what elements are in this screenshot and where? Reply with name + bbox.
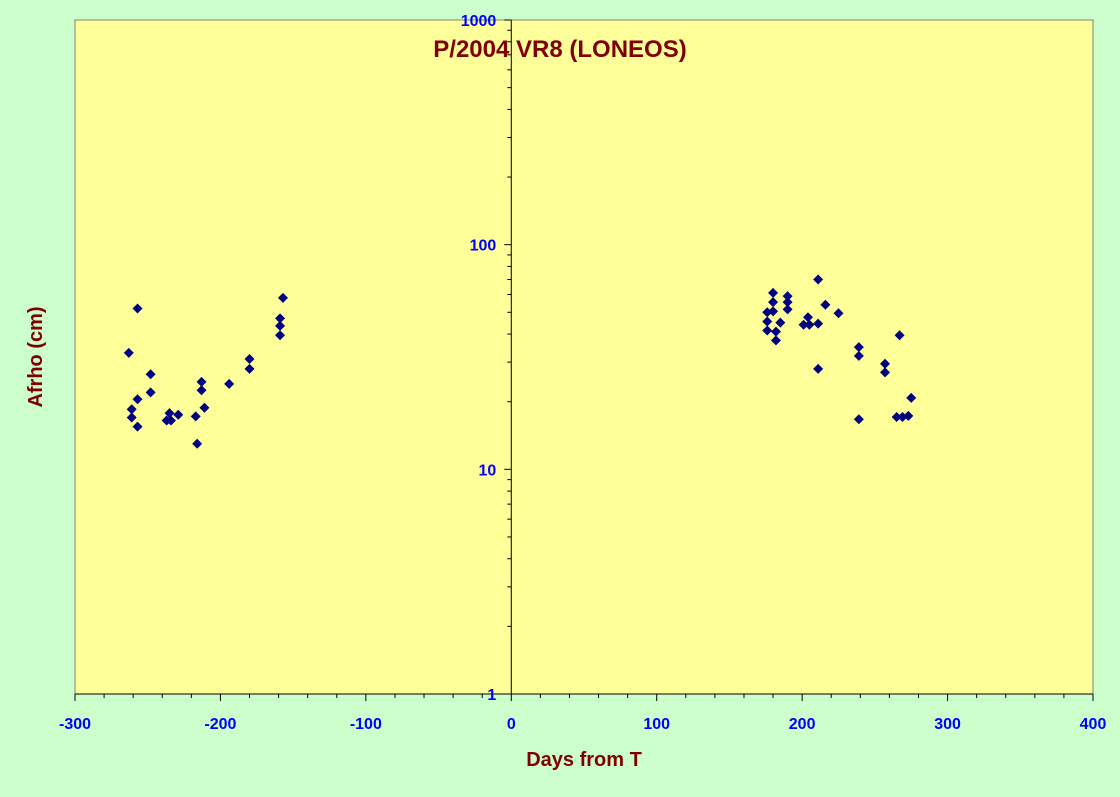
y-axis-label: Afrho (cm) xyxy=(25,306,47,407)
data-point xyxy=(802,312,813,323)
data-point xyxy=(798,319,809,330)
data-point xyxy=(190,411,201,422)
data-point xyxy=(173,409,184,420)
data-point xyxy=(813,318,824,329)
data-point xyxy=(891,411,902,422)
data-point xyxy=(853,342,864,353)
data-point xyxy=(768,306,779,317)
data-point xyxy=(132,303,143,314)
x-tick-label: 300 xyxy=(934,716,961,733)
x-tick-label: 100 xyxy=(643,716,670,733)
axes-layer xyxy=(75,20,1093,695)
y-tick-label: 1000 xyxy=(461,13,497,30)
x-tick-label: 0 xyxy=(507,716,516,733)
data-point xyxy=(244,353,255,364)
data-point xyxy=(145,369,156,380)
plot-area xyxy=(74,19,1094,695)
data-point xyxy=(762,325,773,336)
data-point xyxy=(244,363,255,374)
data-point xyxy=(196,385,207,396)
y-tick-label: 100 xyxy=(470,238,497,255)
data-point xyxy=(770,326,781,337)
data-point xyxy=(853,350,864,361)
data-point xyxy=(894,330,905,341)
data-point xyxy=(775,317,786,328)
data-point xyxy=(782,291,793,302)
data-point xyxy=(820,299,831,310)
data-point xyxy=(833,308,844,319)
data-point xyxy=(164,408,175,419)
x-tick-label: 200 xyxy=(789,716,816,733)
data-point xyxy=(903,410,914,421)
data-point xyxy=(165,415,176,426)
data-point xyxy=(199,402,210,413)
data-point xyxy=(275,330,286,341)
chart-title: P/2004 VR8 (LONEOS) xyxy=(433,36,686,63)
data-point xyxy=(126,404,137,415)
data-point xyxy=(275,313,286,324)
x-tick-label: -300 xyxy=(59,716,91,733)
data-point xyxy=(132,394,143,405)
y-tick-label: 10 xyxy=(478,462,496,479)
y-tick-label: 1 xyxy=(487,687,496,704)
data-point xyxy=(853,414,864,425)
data-point xyxy=(192,438,203,449)
ticks-layer: -300 -200 -100 0 100 200 300 400 1 10 100 1000 xyxy=(59,13,1106,733)
data-point xyxy=(880,358,891,369)
data-point xyxy=(145,387,156,398)
points-layer xyxy=(123,274,917,449)
data-point xyxy=(804,319,815,330)
data-point xyxy=(196,376,207,387)
data-point xyxy=(782,304,793,315)
data-point xyxy=(880,367,891,378)
data-point xyxy=(277,292,288,303)
data-point xyxy=(813,363,824,374)
data-point xyxy=(132,421,143,432)
data-point xyxy=(768,297,779,308)
data-point xyxy=(770,335,781,346)
data-point xyxy=(906,392,917,403)
x-tick-label: 400 xyxy=(1080,716,1107,733)
data-point xyxy=(762,316,773,327)
data-point xyxy=(123,347,134,358)
data-point xyxy=(768,287,779,298)
x-axis-label: Days from T xyxy=(526,749,642,771)
data-point xyxy=(813,274,824,285)
data-point xyxy=(224,378,235,389)
x-tick-label: -200 xyxy=(204,716,236,733)
data-point xyxy=(275,320,286,331)
data-point xyxy=(782,297,793,308)
x-tick-label: -100 xyxy=(350,716,382,733)
data-point xyxy=(126,412,137,423)
